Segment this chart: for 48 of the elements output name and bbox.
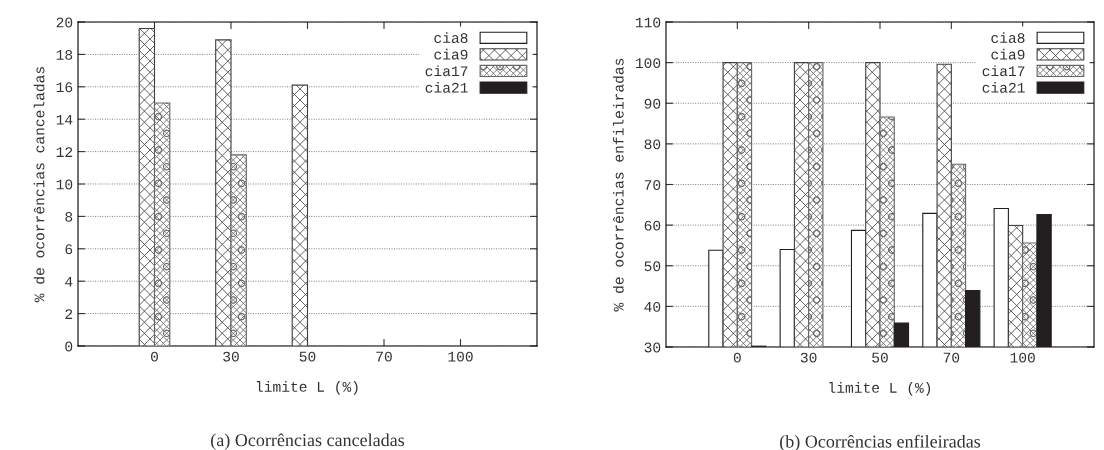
y-tick-label: 90 bbox=[644, 98, 661, 109]
y-tick-label: 4 bbox=[65, 276, 73, 287]
legend-label: cia21 bbox=[425, 82, 468, 93]
y-tick-label: 70 bbox=[644, 180, 661, 190]
y-tick-label: 20 bbox=[56, 17, 73, 28]
x-tick-label: 100 bbox=[1010, 352, 1035, 363]
y-tick-label: 80 bbox=[644, 139, 661, 150]
x-tick-label: 0 bbox=[151, 351, 158, 362]
x-tick-label: 50 bbox=[872, 352, 888, 363]
y-tick-label: 16 bbox=[56, 82, 73, 93]
x-tick-label: 70 bbox=[943, 352, 960, 363]
y-axis-title: % de ocorrências canceladas bbox=[33, 67, 45, 303]
y-tick-label: 60 bbox=[644, 220, 661, 231]
x-axis-title: limite L (%) bbox=[829, 382, 931, 396]
x-tick-label: 50 bbox=[299, 351, 316, 362]
bar bbox=[215, 39, 232, 346]
x-tick-label: 30 bbox=[800, 352, 817, 363]
legend-label: cia17 bbox=[982, 65, 1025, 77]
bar bbox=[291, 84, 309, 346]
legend-label: cia9 bbox=[434, 48, 468, 60]
legend-label: cia17 bbox=[425, 65, 468, 77]
legend-label: cia9 bbox=[991, 48, 1025, 60]
bar bbox=[138, 27, 156, 346]
y-tick-label: 50 bbox=[644, 261, 661, 272]
x-tick-label: 70 bbox=[376, 351, 392, 362]
y-tick-label: 8 bbox=[65, 211, 73, 222]
x-axis-title: limite L (%) bbox=[256, 381, 358, 395]
bar bbox=[230, 154, 247, 346]
y-tick-label: 110 bbox=[635, 17, 661, 28]
y-tick-label: 6 bbox=[65, 244, 73, 255]
y-tick-label: 14 bbox=[56, 114, 73, 125]
y-tick-label: 100 bbox=[635, 58, 661, 69]
y-axis-title: % de ocorrências enfileiradas bbox=[612, 58, 624, 312]
y-tick-label: 12 bbox=[56, 147, 73, 157]
y-tick-label: 40 bbox=[644, 301, 661, 312]
y-tick-label: 2 bbox=[65, 309, 73, 319]
x-tick-label: 30 bbox=[223, 351, 239, 362]
legend-label: cia8 bbox=[434, 32, 468, 43]
legend-label: cia8 bbox=[991, 32, 1025, 43]
legend-label: cia21 bbox=[982, 82, 1025, 93]
y-tick-label: 18 bbox=[56, 49, 73, 60]
y-tick-label: 0 bbox=[65, 341, 73, 352]
x-tick-label: 0 bbox=[733, 352, 741, 363]
text: (a) Ocorrências canceladas bbox=[211, 433, 405, 450]
y-tick-label: 30 bbox=[644, 342, 661, 353]
x-tick-label: 100 bbox=[448, 351, 473, 362]
y-tick-label: 10 bbox=[56, 179, 73, 190]
bar bbox=[153, 102, 171, 346]
